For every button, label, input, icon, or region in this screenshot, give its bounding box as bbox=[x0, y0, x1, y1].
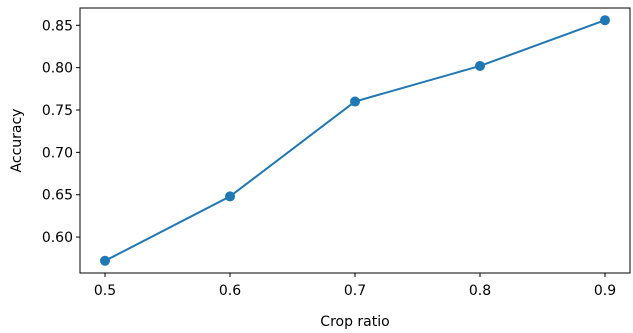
x-axis: 0.5 0.6 0.7 0.8 0.9 bbox=[94, 273, 616, 299]
data-point bbox=[100, 255, 110, 266]
x-tick-label: 0.5 bbox=[94, 283, 116, 299]
x-tick-label: 0.9 bbox=[594, 283, 616, 299]
x-axis-label: Crop ratio bbox=[320, 314, 389, 330]
data-point bbox=[350, 96, 360, 107]
plot-area: 0.60 0.65 0.70 0.75 0.80 0.85 0.5 0.6 0.7 0.8 0.9 bbox=[42, 7, 631, 299]
data-point bbox=[475, 60, 485, 71]
axes-frame bbox=[79, 7, 631, 274]
y-tick-label: 0.70 bbox=[42, 145, 73, 161]
data-point bbox=[225, 191, 235, 202]
y-tick-label: 0.85 bbox=[42, 18, 73, 34]
y-tick-label: 0.80 bbox=[42, 61, 73, 77]
x-tick-label: 0.7 bbox=[344, 283, 366, 299]
series-layer bbox=[100, 15, 610, 266]
data-point bbox=[600, 15, 610, 26]
y-axis: 0.60 0.65 0.70 0.75 0.80 0.85 bbox=[42, 18, 80, 246]
x-tick-label: 0.8 bbox=[469, 283, 491, 299]
y-axis-label: Accuracy bbox=[9, 109, 25, 173]
x-tick-label: 0.6 bbox=[219, 283, 241, 299]
y-tick-label: 0.60 bbox=[42, 230, 73, 246]
y-tick-label: 0.75 bbox=[42, 103, 73, 119]
y-tick-label: 0.65 bbox=[42, 188, 73, 204]
series-line bbox=[104, 19, 606, 262]
